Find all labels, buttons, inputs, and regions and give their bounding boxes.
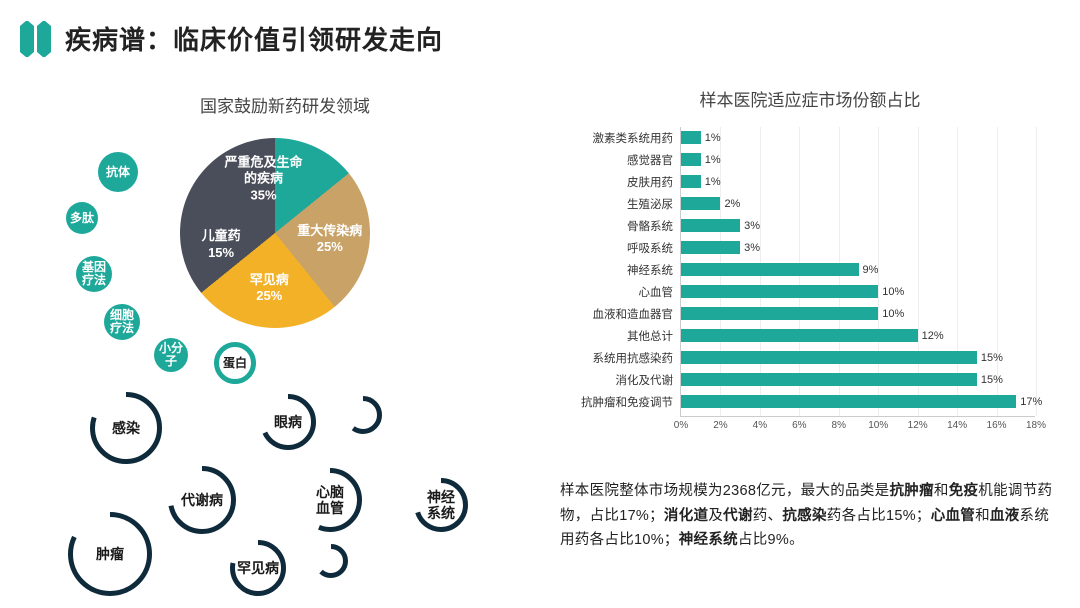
bar-value-label: 1% — [705, 176, 721, 188]
bubble-多肽: 多肽 — [66, 202, 98, 234]
page-title: 疾病谱：临床价值引领研发走向 — [65, 20, 443, 57]
pie-slice-label: 儿童药15% — [202, 228, 241, 261]
bar-value-label: 10% — [882, 286, 904, 298]
bar-fill — [681, 395, 1016, 408]
bubble-蛋白: 蛋白 — [214, 342, 256, 384]
bar-value-label: 10% — [882, 308, 904, 320]
bar-fill — [681, 197, 720, 210]
bar-value-label: 2% — [724, 198, 740, 210]
bar-value-label: 3% — [744, 242, 760, 254]
arc-item — [314, 544, 348, 578]
bar-fill — [681, 131, 701, 144]
bar-row: 感觉器官1% — [681, 153, 721, 166]
x-tick: 6% — [792, 420, 806, 431]
bubble-基因疗法: 基因疗法 — [76, 256, 112, 292]
bar-row: 血液和造血器官10% — [681, 307, 904, 320]
x-tick: 18% — [1026, 420, 1046, 431]
bar-fill — [681, 219, 740, 232]
body-text: 样本医院整体市场规模为2368亿元，最大的品类是抗肿瘤和免疫机能调节药物，占比1… — [560, 479, 1060, 553]
bubble-小分子: 小分子 — [154, 338, 188, 372]
bar-fill — [681, 307, 878, 320]
bar-category-label: 抗肿瘤和免疫调节 — [563, 394, 673, 410]
bar-category-label: 心血管 — [563, 284, 673, 300]
bar-category-label: 其他总计 — [563, 328, 673, 344]
bar-row: 系统用抗感染药15% — [681, 351, 1003, 364]
bar-category-label: 感觉器官 — [563, 152, 673, 168]
bar-value-label: 12% — [922, 330, 944, 342]
bar-category-label: 呼吸系统 — [563, 240, 673, 256]
bar-category-label: 激素类系统用药 — [563, 130, 673, 146]
bar-category-label: 系统用抗感染药 — [563, 350, 673, 366]
bar-chart: 0%2%4%6%8%10%12%14%16%18%激素类系统用药1%感觉器官1%… — [560, 117, 1040, 457]
bar-fill — [681, 373, 977, 386]
bubble-细胞疗法: 细胞疗法 — [104, 304, 140, 340]
bar-value-label: 17% — [1020, 396, 1042, 408]
header: 疾病谱：临床价值引领研发走向 — [20, 20, 443, 57]
bar-category-label: 骨骼系统 — [563, 218, 673, 234]
bar-row: 皮肤用药1% — [681, 175, 721, 188]
x-tick: 2% — [713, 420, 727, 431]
right-panel: 样本医院适应症市场份额占比 0% 2% 4% 6% 8% 10% 12% 14% 16% 18% 激… — [560, 86, 1060, 586]
arc-item: 肿瘤 — [68, 512, 152, 596]
pie-chart: 严重危及生命的疾病35% 重大传染病25%罕见病25% 儿童药15% — [180, 138, 370, 328]
arc-item — [344, 396, 382, 434]
bar-category-label: 生殖泌尿 — [563, 196, 673, 212]
left-subtitle: 国家鼓励新药研发领域 — [50, 92, 520, 117]
pie-slice-label: 严重危及生命的疾病35% — [225, 155, 303, 204]
bar-category-label: 皮肤用药 — [563, 174, 673, 190]
bar-value-label: 1% — [705, 132, 721, 144]
right-subtitle: 样本医院适应症市场份额占比 — [560, 86, 1060, 111]
bar-category-label: 血液和造血器官 — [563, 306, 673, 322]
left-panel: 国家鼓励新药研发领域 严重危及生命的疾病35% 重大传染病25%罕见病25% 儿童药… — [50, 92, 520, 592]
bar-category-label: 神经系统 — [563, 262, 673, 278]
bar-row: 骨骼系统3% — [681, 219, 760, 232]
arc-item: 罕见病 — [230, 540, 286, 596]
pie-slice-label: 罕见病25% — [250, 272, 289, 305]
x-tick: 8% — [832, 420, 846, 431]
bar-row: 神经系统9% — [681, 263, 878, 276]
arc-item: 心脑血管 — [298, 468, 362, 532]
arc-item: 神经系统 — [414, 478, 468, 532]
bar-row: 其他总计12% — [681, 329, 944, 342]
x-tick: 12% — [908, 420, 928, 431]
bar-fill — [681, 329, 918, 342]
arc-item: 眼病 — [260, 394, 316, 450]
bar-fill — [681, 175, 701, 188]
bar-value-label: 15% — [981, 374, 1003, 386]
bar-row: 消化及代谢15% — [681, 373, 1003, 386]
bar-value-label: 9% — [863, 264, 879, 276]
x-tick: 4% — [753, 420, 767, 431]
bar-category-label: 消化及代谢 — [563, 372, 673, 388]
pie-slice-label: 重大传染病25% — [297, 223, 362, 256]
bar-row: 生殖泌尿2% — [681, 197, 740, 210]
bar-row: 心血管10% — [681, 285, 904, 298]
bar-row: 抗肿瘤和免疫调节17% — [681, 395, 1042, 408]
bar-row: 激素类系统用药1% — [681, 131, 721, 144]
bar-fill — [681, 263, 859, 276]
x-tick: 10% — [868, 420, 888, 431]
header-accent-icon — [20, 21, 51, 57]
arc-item: 感染 — [90, 392, 162, 464]
x-tick: 16% — [987, 420, 1007, 431]
bar-fill — [681, 285, 878, 298]
bar-value-label: 3% — [744, 220, 760, 232]
bar-row: 呼吸系统3% — [681, 241, 760, 254]
x-tick: 0% — [674, 420, 688, 431]
arc-item: 代谢病 — [168, 466, 236, 534]
bubble-抗体: 抗体 — [98, 152, 138, 192]
bar-value-label: 15% — [981, 352, 1003, 364]
bar-value-label: 1% — [705, 154, 721, 166]
bar-fill — [681, 241, 740, 254]
bar-fill — [681, 351, 977, 364]
bar-fill — [681, 153, 701, 166]
x-tick: 14% — [947, 420, 967, 431]
